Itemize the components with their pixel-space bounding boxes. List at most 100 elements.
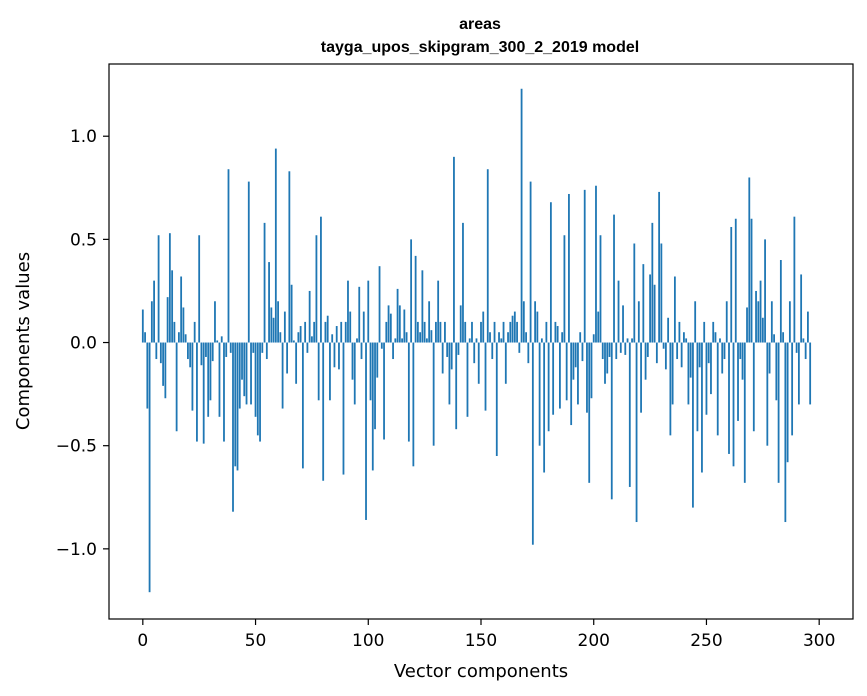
bar-146 xyxy=(471,321,473,343)
bar-217 xyxy=(631,338,633,343)
bar-289 xyxy=(793,216,796,343)
bar-166 xyxy=(516,321,518,343)
bar-123 xyxy=(419,332,422,343)
bar-71 xyxy=(301,342,304,469)
bar-79 xyxy=(320,216,322,343)
bar-243 xyxy=(689,342,692,378)
bar-82 xyxy=(326,315,329,343)
bar-271 xyxy=(752,342,755,432)
bar-68 xyxy=(295,342,298,384)
bar-52 xyxy=(259,342,261,442)
bar-185 xyxy=(559,342,561,409)
bar-287 xyxy=(788,301,791,343)
bar-35 xyxy=(220,336,223,343)
bar-59 xyxy=(274,148,277,343)
bar-94 xyxy=(353,342,356,405)
bar-169 xyxy=(522,301,525,343)
bar-268 xyxy=(746,307,748,343)
bar-189 xyxy=(568,193,570,343)
bar-22 xyxy=(191,342,194,411)
bar-74 xyxy=(308,290,311,343)
bar-148 xyxy=(475,338,478,343)
bar-41 xyxy=(234,342,237,467)
bar-281 xyxy=(775,342,778,401)
bar-219 xyxy=(635,342,638,523)
bar-36 xyxy=(223,342,225,442)
bar-103 xyxy=(374,342,376,430)
bar-216 xyxy=(628,342,631,487)
bar-80 xyxy=(322,342,325,481)
bar-66 xyxy=(290,284,293,343)
bar-180 xyxy=(547,342,550,432)
bar-176 xyxy=(538,342,541,446)
bar-126 xyxy=(425,338,428,343)
x-tick-label: 100 xyxy=(352,631,384,651)
bar-81 xyxy=(324,321,327,343)
bar-7 xyxy=(157,235,160,343)
bar-157 xyxy=(495,342,498,457)
bar-200 xyxy=(592,334,595,343)
bar-9 xyxy=(162,342,165,386)
bar-253 xyxy=(712,321,715,343)
bar-245 xyxy=(694,301,697,343)
bar-213 xyxy=(622,305,624,343)
bar-272 xyxy=(755,290,757,343)
bar-156 xyxy=(493,321,496,343)
bar-21 xyxy=(189,342,192,368)
bar-121 xyxy=(414,255,417,343)
bar-215 xyxy=(626,338,629,343)
bar-233 xyxy=(667,317,670,343)
bar-247 xyxy=(698,342,701,368)
bar-225 xyxy=(649,274,651,343)
bar-262 xyxy=(732,342,735,467)
bar-98 xyxy=(362,311,365,343)
bar-107 xyxy=(383,342,385,440)
bar-127 xyxy=(428,301,431,343)
bar-153 xyxy=(486,169,489,343)
bar-48 xyxy=(250,342,252,405)
bar-53 xyxy=(261,342,264,353)
y-tick-label: 0.0 xyxy=(70,334,97,354)
bar-231 xyxy=(662,342,665,349)
bar-101 xyxy=(369,342,372,401)
bar-158 xyxy=(498,332,500,343)
bar-106 xyxy=(380,342,383,349)
bar-47 xyxy=(247,181,250,343)
bar-283 xyxy=(779,260,782,343)
bar-130 xyxy=(435,321,437,343)
bar-267 xyxy=(743,342,746,483)
bar-2 xyxy=(146,342,149,409)
bar-46 xyxy=(245,342,248,405)
bar-270 xyxy=(750,218,753,343)
bar-65 xyxy=(288,171,291,343)
bar-264 xyxy=(737,342,739,421)
bar-280 xyxy=(773,334,775,343)
bar-273 xyxy=(757,301,760,343)
bar-222 xyxy=(642,264,645,343)
bar-137 xyxy=(450,342,453,370)
bar-30 xyxy=(209,342,212,401)
bar-50 xyxy=(254,342,257,417)
bar-90 xyxy=(344,321,347,343)
bar-292 xyxy=(800,274,803,343)
bar-212 xyxy=(619,342,622,353)
bar-96 xyxy=(358,286,361,343)
y-tick-label: 0.5 xyxy=(70,230,97,250)
bar-190 xyxy=(570,342,573,426)
bar-31 xyxy=(211,342,214,362)
bar-167 xyxy=(518,342,521,353)
bar-119 xyxy=(410,239,413,343)
bar-115 xyxy=(401,338,403,343)
bar-230 xyxy=(660,243,663,343)
bar-135 xyxy=(446,342,449,357)
x-tick-label: 200 xyxy=(578,631,610,651)
bar-163 xyxy=(509,321,512,343)
bar-223 xyxy=(644,342,647,380)
bar-284 xyxy=(782,332,785,343)
bar-141 xyxy=(459,305,462,343)
bar-8 xyxy=(159,342,162,364)
bar-13 xyxy=(171,270,174,343)
bar-111 xyxy=(392,342,394,360)
bar-88 xyxy=(340,321,343,343)
